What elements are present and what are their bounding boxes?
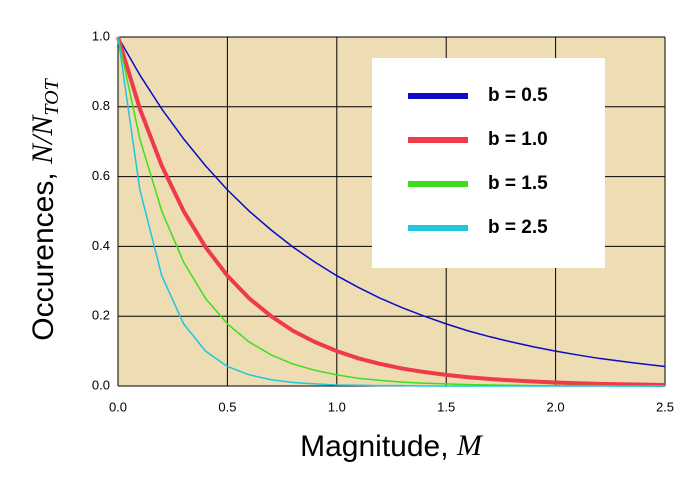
y-tick-label: 0.6 [92, 168, 110, 183]
legend-label: b = 2.5 [488, 217, 548, 238]
y-tick-label: 0.4 [92, 238, 110, 253]
x-tick-label: 2.5 [656, 399, 674, 414]
x-tick-label: 2.0 [547, 399, 565, 414]
x-tick-label: 1.0 [328, 399, 346, 414]
x-tick-label: 0.5 [218, 399, 236, 414]
series-line [117, 36, 666, 368]
legend-label: b = 1.5 [488, 173, 548, 194]
series-line [117, 36, 665, 387]
legend-label: b = 0.5 [488, 85, 548, 106]
y-axis-label: Occurences, N/NTOT [26, 77, 63, 340]
y-tick-label: 0.0 [92, 377, 110, 392]
x-label-var: M [456, 429, 484, 462]
x-tick-label: 0.0 [109, 399, 127, 414]
x-axis-label: Magnitude, M [300, 429, 484, 463]
y-label-sub: TOT [41, 77, 63, 115]
y-label-text: Occurences, [27, 164, 60, 341]
y-tick-label: 0.8 [92, 98, 110, 113]
y-label-var: N/N [26, 114, 59, 165]
y-tick-label: 0.2 [92, 308, 110, 323]
legend-label: b = 1.0 [488, 129, 548, 150]
y-tick-label: 1.0 [92, 28, 110, 43]
x-tick-label: 1.5 [437, 399, 455, 414]
x-label-text: Magnitude, [300, 430, 457, 463]
series-line [116, 36, 666, 387]
